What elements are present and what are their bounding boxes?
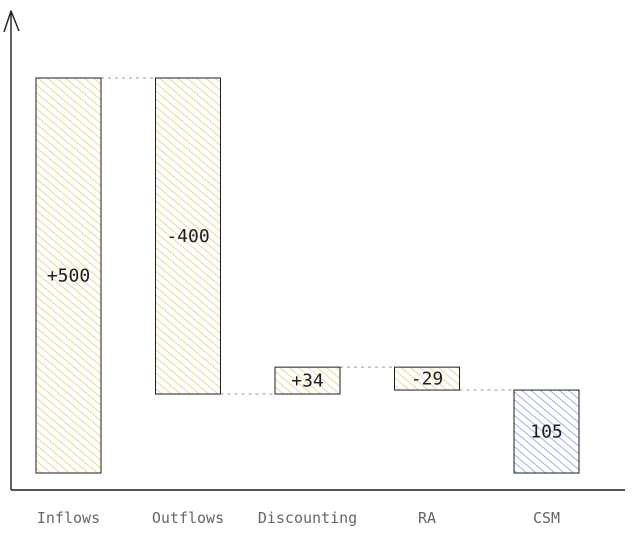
bars: +500 -400 +34 -29 105 [35, 77, 580, 474]
data-label-discounting: +34 [291, 371, 324, 392]
tick-label-ra: RA [418, 509, 436, 527]
bar-discounting [274, 366, 341, 395]
data-label-ra: -29 [411, 369, 444, 390]
tick-label-outflows: Outflows [152, 509, 224, 527]
tick-label-inflows: Inflows [37, 509, 100, 527]
bar-ra [394, 366, 460, 391]
y-axis-arrow-icon [3, 10, 20, 33]
data-label-csm: 105 [530, 422, 563, 443]
x-tick-labels: Inflows Outflows Discounting RA CSM [37, 509, 560, 527]
axes [3, 10, 625, 491]
bar-outflows [155, 77, 221, 395]
tick-label-discounting: Discounting [258, 509, 357, 527]
tick-label-csm: CSM [533, 509, 560, 527]
data-label-inflows: +500 [47, 266, 90, 287]
data-label-outflows: -400 [166, 226, 209, 247]
bar-csm [513, 389, 580, 474]
connector-lines [101, 77, 514, 395]
bar-inflows [35, 77, 102, 474]
